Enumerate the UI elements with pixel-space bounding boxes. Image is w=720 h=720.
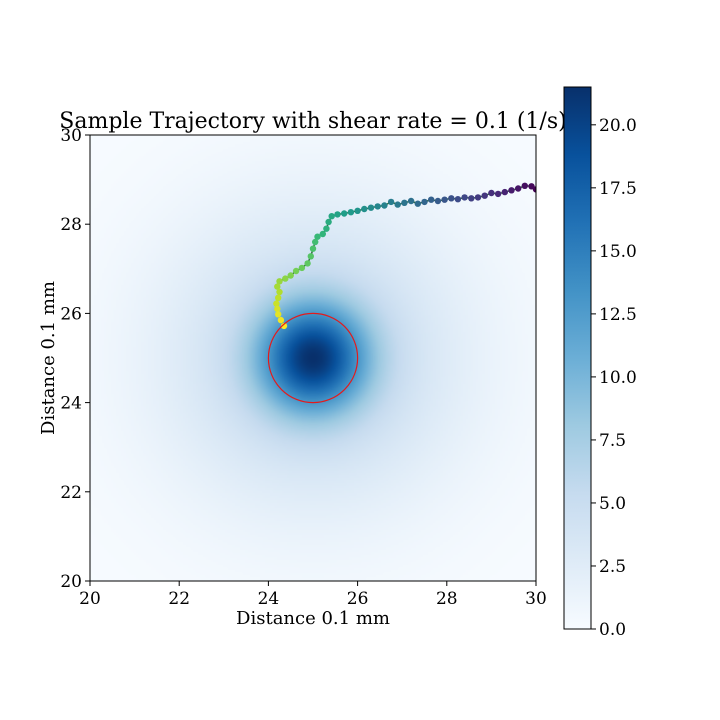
trajectory-point xyxy=(508,187,515,194)
boundary-circle xyxy=(267,312,359,404)
trajectory-point xyxy=(323,225,330,232)
trajectory-point xyxy=(314,233,321,240)
trajectory-point xyxy=(354,207,361,214)
trajectory-point xyxy=(481,192,488,199)
trajectory-point xyxy=(309,245,317,252)
trajectory-point xyxy=(275,311,282,318)
x-tick-label: 30 xyxy=(525,589,547,609)
trajectory-point xyxy=(274,283,281,290)
trajectory-point xyxy=(273,300,280,307)
colorbar: 0.0 2.5 5.0 7.5 10.0 12.5 15.0 17.5 20.0 xyxy=(563,86,637,640)
colorbar-tick-label: 12.5 xyxy=(599,305,637,325)
x-axis: 20 22 24 26 28 30 xyxy=(79,581,547,609)
y-tick-label: 28 xyxy=(60,215,82,235)
colorbar-tick-label: 10.0 xyxy=(599,368,637,388)
trajectory-point xyxy=(454,196,462,203)
trajectory-point xyxy=(394,201,401,208)
trajectory-point xyxy=(292,267,300,275)
trajectory-point xyxy=(474,194,482,201)
trajectory-point xyxy=(287,272,294,279)
trajectory-point xyxy=(367,204,375,211)
trajectory-point xyxy=(515,185,522,192)
trajectory xyxy=(273,182,536,330)
trajectory-point xyxy=(488,189,495,197)
x-tick-label: 26 xyxy=(347,589,369,609)
colorbar-tick-label: 0.0 xyxy=(599,620,626,640)
trajectory-point xyxy=(361,205,368,213)
y-axis: 20 22 24 26 28 30 xyxy=(60,126,90,592)
trajectory-point xyxy=(387,198,395,206)
trajectory-point xyxy=(434,197,442,205)
trajectory-point xyxy=(334,211,341,218)
colorbar-tick-label: 15.0 xyxy=(599,242,637,262)
x-tick-label: 24 xyxy=(258,589,280,609)
colorbar-tick-label: 20.0 xyxy=(599,116,637,136)
trajectory-point xyxy=(341,210,348,217)
y-tick-label: 22 xyxy=(60,483,82,503)
chart-title: Sample Trajectory with shear rate = 0.1 … xyxy=(59,109,566,134)
trajectory-point xyxy=(468,195,475,202)
trajectory-point xyxy=(307,253,314,260)
trajectory-point xyxy=(328,213,335,220)
colorbar-ticks: 0.0 2.5 5.0 7.5 10.0 12.5 15.0 17.5 20.0 xyxy=(591,116,637,640)
trajectory-point xyxy=(347,209,355,216)
trajectory-point xyxy=(528,183,535,190)
trajectory-point xyxy=(276,278,283,285)
trajectory-point xyxy=(414,200,421,207)
trajectory-point xyxy=(275,294,282,301)
trajectory-point xyxy=(280,322,288,330)
plot-frame xyxy=(89,134,537,582)
trajectory-point xyxy=(325,218,332,226)
y-axis-label: Distance 0.1 mm xyxy=(38,281,59,435)
colorbar-gradient xyxy=(564,87,591,629)
trajectory-point xyxy=(428,196,435,203)
trajectory-point xyxy=(501,188,508,196)
x-tick-label: 28 xyxy=(436,589,458,609)
trajectory-point xyxy=(298,264,306,272)
trajectory-point xyxy=(304,260,311,267)
trajectory-point xyxy=(282,275,289,282)
trajectory-point xyxy=(441,196,448,203)
colorbar-frame xyxy=(563,86,592,630)
trajectory-point xyxy=(312,238,319,246)
y-tick-label: 20 xyxy=(60,572,82,592)
plot-area xyxy=(89,134,537,582)
trajectory-point xyxy=(401,199,408,206)
trajectory-point xyxy=(521,182,528,189)
trajectory-point xyxy=(374,203,381,210)
trajectory-point xyxy=(461,194,468,201)
trajectory-point xyxy=(407,197,415,205)
trajectory-point xyxy=(381,202,388,209)
trajectory-point xyxy=(277,316,285,324)
x-axis-label: Distance 0.1 mm xyxy=(236,608,390,629)
trajectory-point xyxy=(494,190,502,198)
colorbar-tick-label: 2.5 xyxy=(599,557,626,577)
colorbar-tick-label: 7.5 xyxy=(599,431,626,451)
x-tick-label: 20 xyxy=(79,589,101,609)
trajectory-point xyxy=(319,230,326,238)
colorbar-tick-label: 17.5 xyxy=(599,179,637,199)
y-tick-label: 30 xyxy=(60,126,82,146)
heatmap-field xyxy=(90,135,536,581)
trajectory-point xyxy=(274,305,281,313)
trajectory-point xyxy=(448,195,455,202)
trajectory-point xyxy=(421,198,428,206)
colorbar-tick-label: 5.0 xyxy=(599,494,626,514)
y-tick-label: 24 xyxy=(60,394,82,414)
x-tick-label: 22 xyxy=(168,589,190,609)
trajectory-point xyxy=(276,288,283,296)
y-tick-label: 26 xyxy=(60,304,82,324)
